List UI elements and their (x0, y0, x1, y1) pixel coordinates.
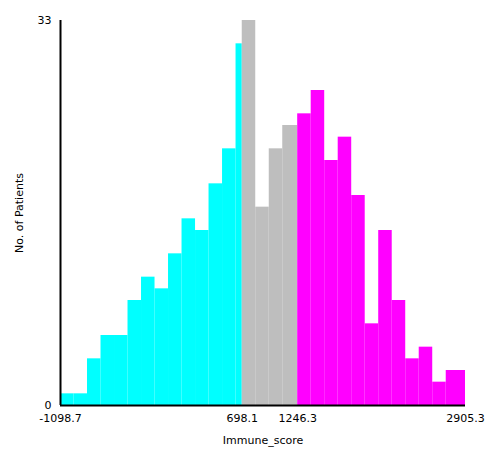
svg-text:0: 0 (45, 399, 52, 412)
svg-text:Immune_score: Immune_score (223, 434, 304, 447)
svg-text:33: 33 (38, 14, 52, 27)
svg-text:-1098.7: -1098.7 (39, 412, 81, 425)
svg-text:1246.3: 1246.3 (278, 412, 317, 425)
svg-text:2905.3: 2905.3 (446, 412, 485, 425)
svg-text:No. of Patients: No. of Patients (13, 173, 26, 253)
svg-text:698.1: 698.1 (226, 412, 258, 425)
